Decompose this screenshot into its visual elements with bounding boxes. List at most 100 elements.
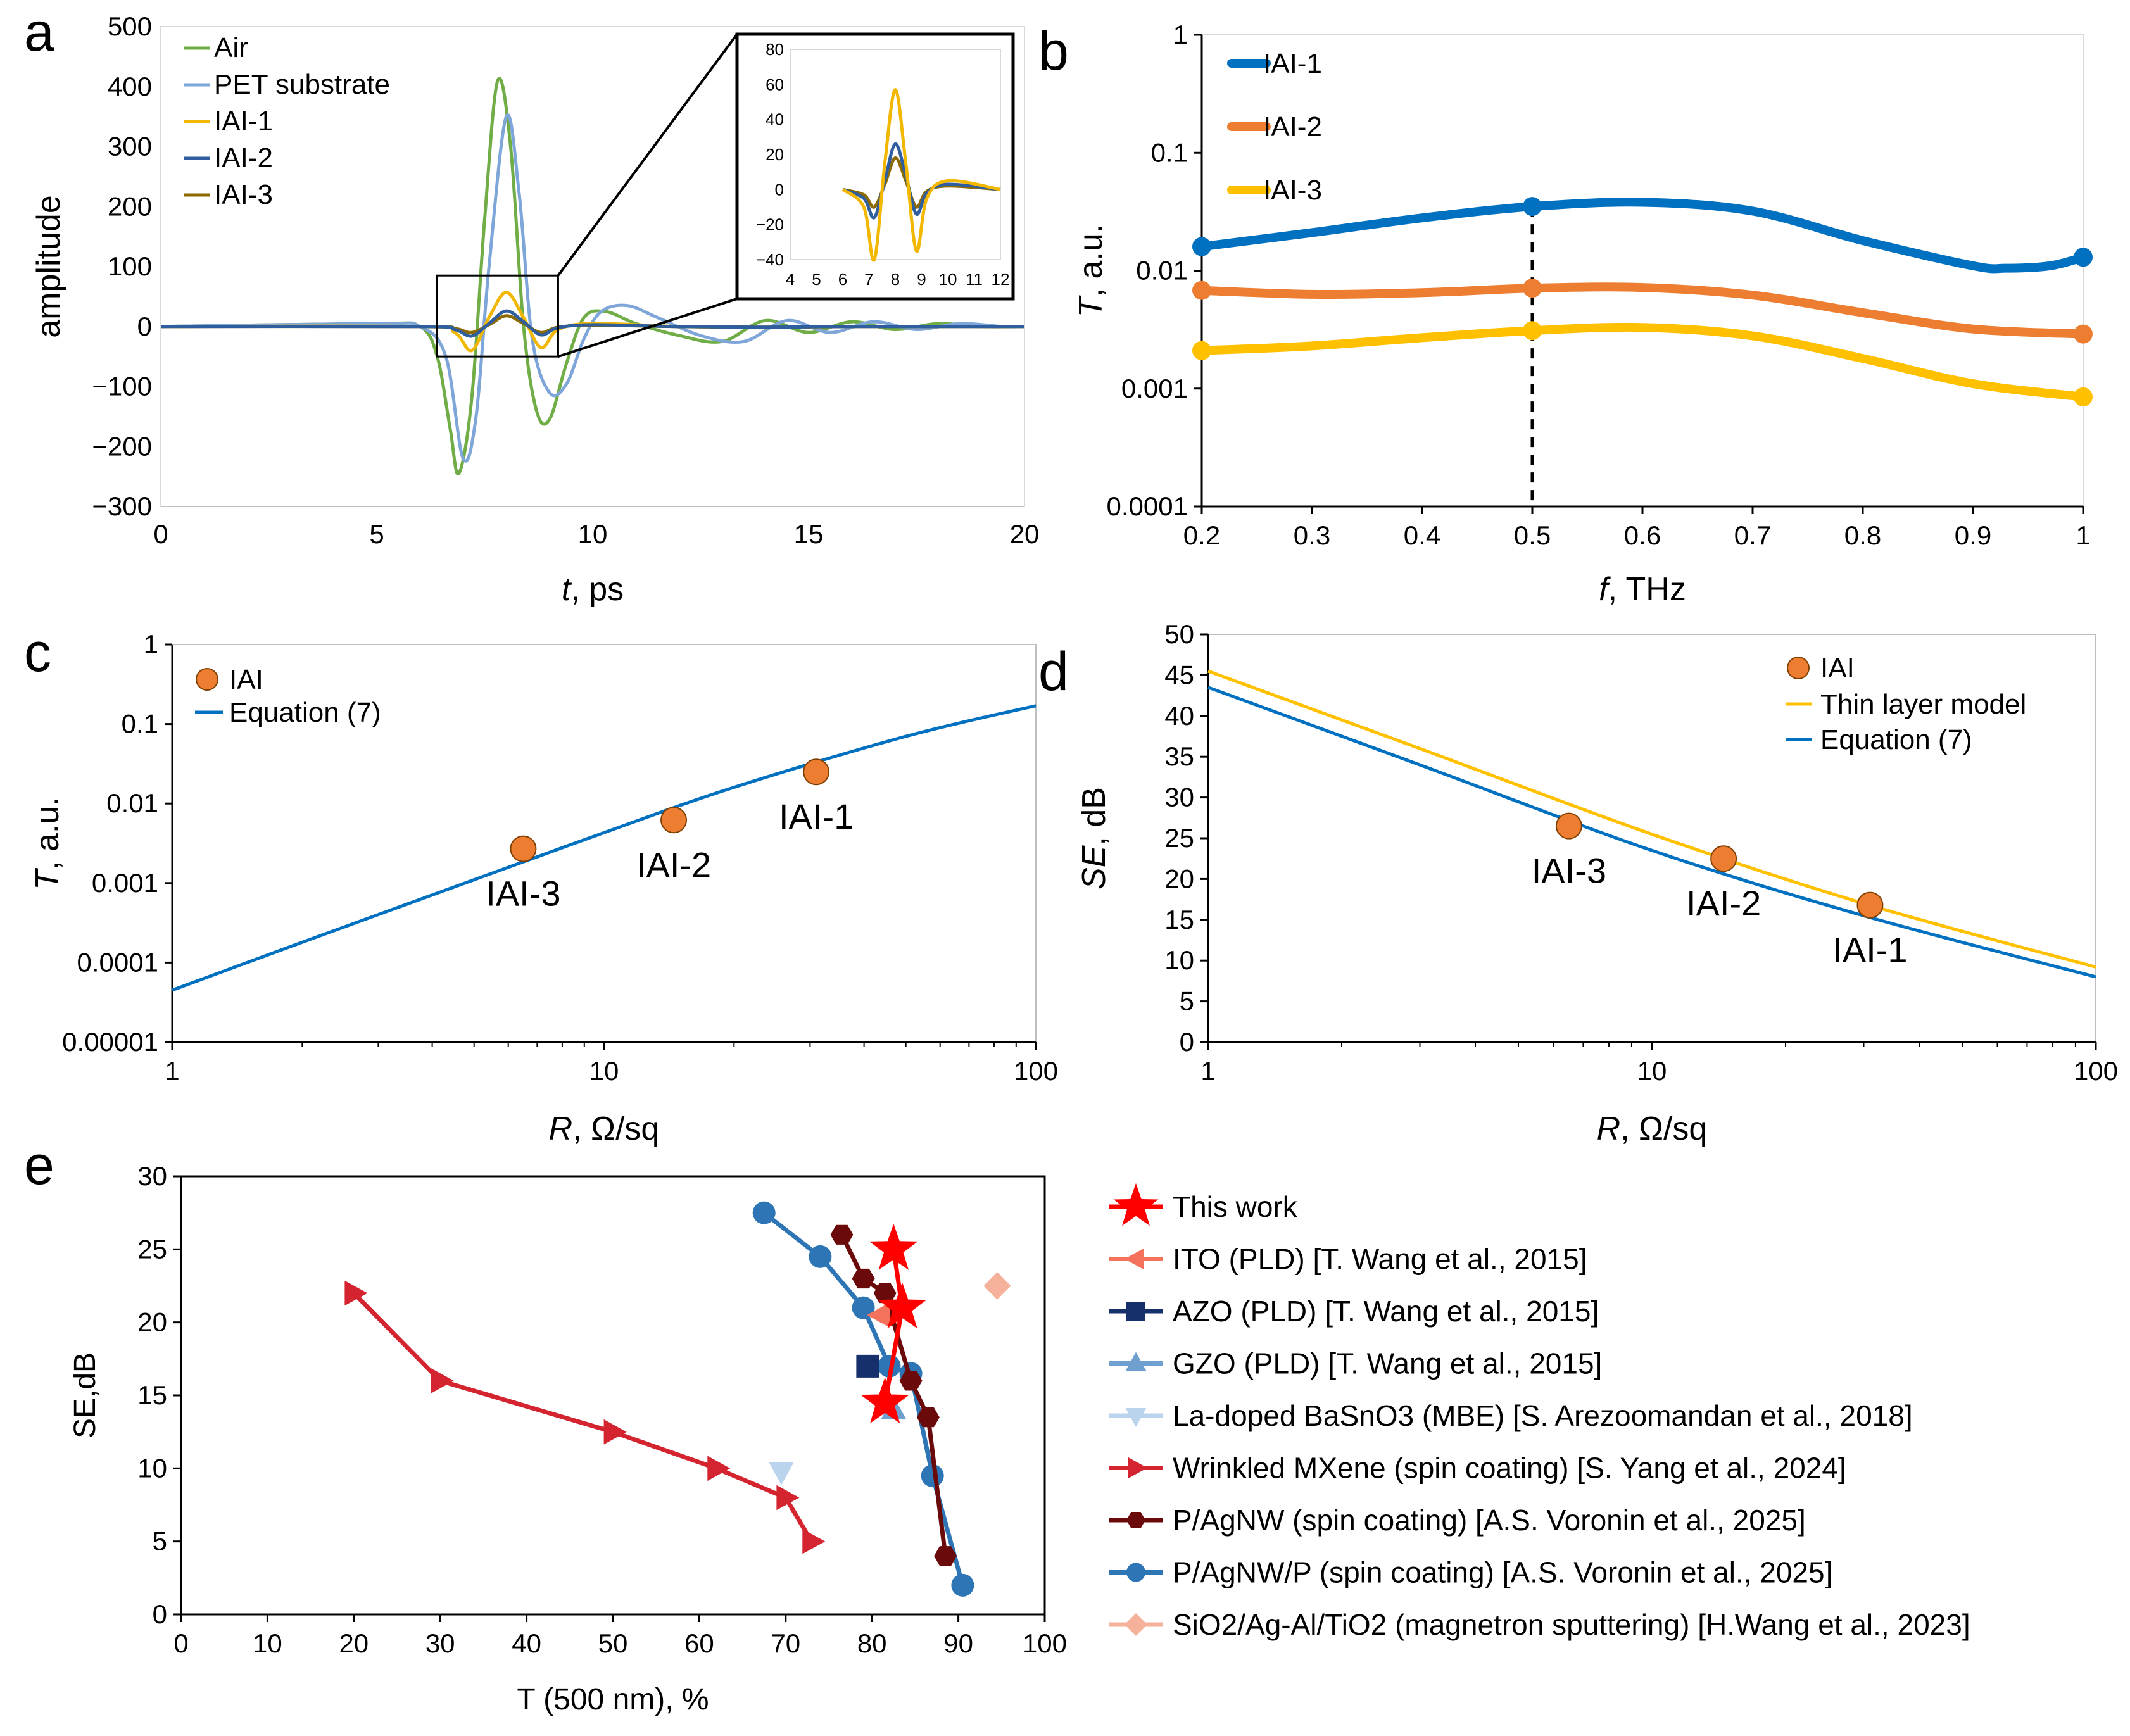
inset-y-tick-5: −20 [756,215,784,234]
x-tick-b-0: 0.2 [1183,520,1220,550]
y-tick-a-8: −300 [92,491,152,521]
legend-marker-d-0 [1787,657,1810,679]
equation-7-line-c [172,704,1037,992]
x-axis-label-a: t, ps [562,571,624,608]
series-marker-e-4-0 [769,1462,794,1485]
x-tick-c-0: 1 [165,1056,179,1086]
x-tick-e-5: 50 [598,1628,628,1658]
legend-marker-e-7 [1126,1563,1145,1582]
x-axis-label-c: R, Ω/sq [549,1110,660,1147]
series-marker-e-1-0 [867,1302,890,1328]
series-marker-e-5-5 [802,1528,826,1554]
inset-x-tick-5: 9 [917,270,926,289]
inset-x-tick-4: 8 [891,270,900,289]
series-marker-e-8-0 [983,1272,1011,1300]
x-tick-a-4: 20 [1010,519,1040,549]
legend-marker-e-1 [1125,1249,1144,1269]
y-tick-d-3: 35 [1164,741,1194,771]
legend-label-b-0: IAI-1 [1263,48,1322,79]
series-marker-e-7-6 [951,1573,974,1597]
plot-frame-b [1201,34,2084,507]
y-tick-d-9: 5 [1180,986,1194,1016]
y-tick-d-10: 0 [1180,1027,1194,1057]
legend-label-e-1: ITO (PLD) [T. Wang et al., 2015] [1173,1243,1587,1276]
series-marker-e-0-0 [869,1224,918,1270]
inset-x-tick-8: 12 [992,270,1010,289]
inset-y-tick-0: 80 [766,40,784,59]
series-marker-b-2-2 [2074,387,2093,406]
inset-y-tick-2: 40 [766,110,784,129]
x-tick-e-7: 70 [771,1628,800,1658]
panel-label-a: a [24,2,54,63]
legend-label-e-2: AZO (PLD) [T. Wang et al., 2015] [1173,1295,1599,1328]
series-marker-e-6-2 [873,1283,897,1304]
series-marker-e-7-2 [852,1296,875,1319]
legend-label-e-7: P/AgNW/P (spin coating) [A.S. Voronin et… [1173,1556,1832,1589]
data-point-c-1 [660,807,688,834]
y-tick-c-1: 0.1 [122,709,158,739]
series-marker-e-6-5 [934,1546,957,1566]
series-marker-e-7-0 [752,1201,776,1224]
x-axis-label-d: R, Ω/sq [1597,1110,1708,1147]
panel-label-d: d [1038,641,1069,702]
series-line-b-2 [1197,322,2088,401]
series-marker-e-5-1 [431,1368,454,1393]
legend-label-a-0: Air [214,32,248,63]
y-tick-b-3: 0.001 [1121,374,1188,403]
x-tick-b-6: 0.8 [1844,520,1881,550]
legend-label-a-3: IAI-2 [214,142,273,173]
legend-label-b-1: IAI-2 [1263,111,1322,142]
data-point-c-2 [803,758,830,786]
legend-label-e-4: La-doped BaSnO3 (MBE) [S. Arezoomandan e… [1173,1399,1913,1432]
y-tick-e-0: 30 [137,1161,167,1191]
series-line-a-1 [160,113,1025,463]
y-tick-a-2: 300 [108,132,152,161]
thin-layer-line-d [1207,669,2096,969]
y-tick-e-4: 10 [137,1453,167,1483]
x-tick-d-2: 100 [2074,1056,2118,1086]
y-tick-e-3: 15 [137,1380,167,1410]
inset-plot-frame [790,49,1001,260]
series-marker-e-2-0 [856,1354,879,1378]
x-axis-label-e: T (500 nm), % [517,1683,709,1716]
inset-y-tick-3: 20 [766,145,784,164]
y-tick-b-0: 1 [1173,20,1188,49]
x-tick-e-8: 80 [857,1628,887,1658]
x-tick-a-1: 5 [369,519,384,549]
y-tick-d-7: 15 [1164,905,1194,934]
series-marker-b-1-0 [1192,280,1211,300]
legend-marker-e-2 [1126,1302,1145,1321]
legend-marker-e-4 [1125,1408,1147,1427]
y-tick-e-6: 0 [153,1599,167,1629]
y-tick-c-0: 1 [144,629,158,659]
y-axis-label-a: amplitude [30,195,67,337]
series-marker-b-2-0 [1192,341,1211,360]
y-tick-a-0: 500 [108,11,152,41]
inset-x-tick-6: 10 [939,270,957,289]
series-marker-e-7-3 [878,1354,901,1378]
point-label-c-1: IAI-2 [636,845,711,884]
series-marker-e-0-1 [878,1282,927,1329]
inset-y-tick-4: 0 [775,180,784,199]
y-tick-c-4: 0.0001 [77,947,158,977]
zoom-box-a [436,274,559,358]
inset-x-tick-0: 4 [786,270,795,289]
x-tick-e-9: 90 [943,1628,973,1658]
inset-x-tick-1: 5 [812,270,821,289]
series-line-b-1 [1197,282,2088,339]
point-label-d-1: IAI-2 [1686,883,1761,923]
y-axis-label-d: SE, dB [1076,787,1112,890]
inset-y-tick-6: −40 [756,250,784,269]
series-marker-e-5-2 [603,1419,627,1445]
y-tick-b-1: 0.1 [1151,137,1188,167]
legend-marker-e-6 [1126,1512,1145,1528]
legend-label-c-1: Equation (7) [229,697,381,728]
legend-marker-e-0 [1113,1183,1159,1226]
zoom-connector-bottom [557,298,738,358]
y-tick-d-6: 20 [1164,864,1194,893]
point-label-d-0: IAI-3 [1532,851,1606,891]
y-tick-e-2: 20 [137,1307,167,1337]
zoom-connector-top [557,33,738,277]
x-tick-e-0: 0 [173,1628,188,1658]
y-tick-d-2: 40 [1164,701,1194,731]
